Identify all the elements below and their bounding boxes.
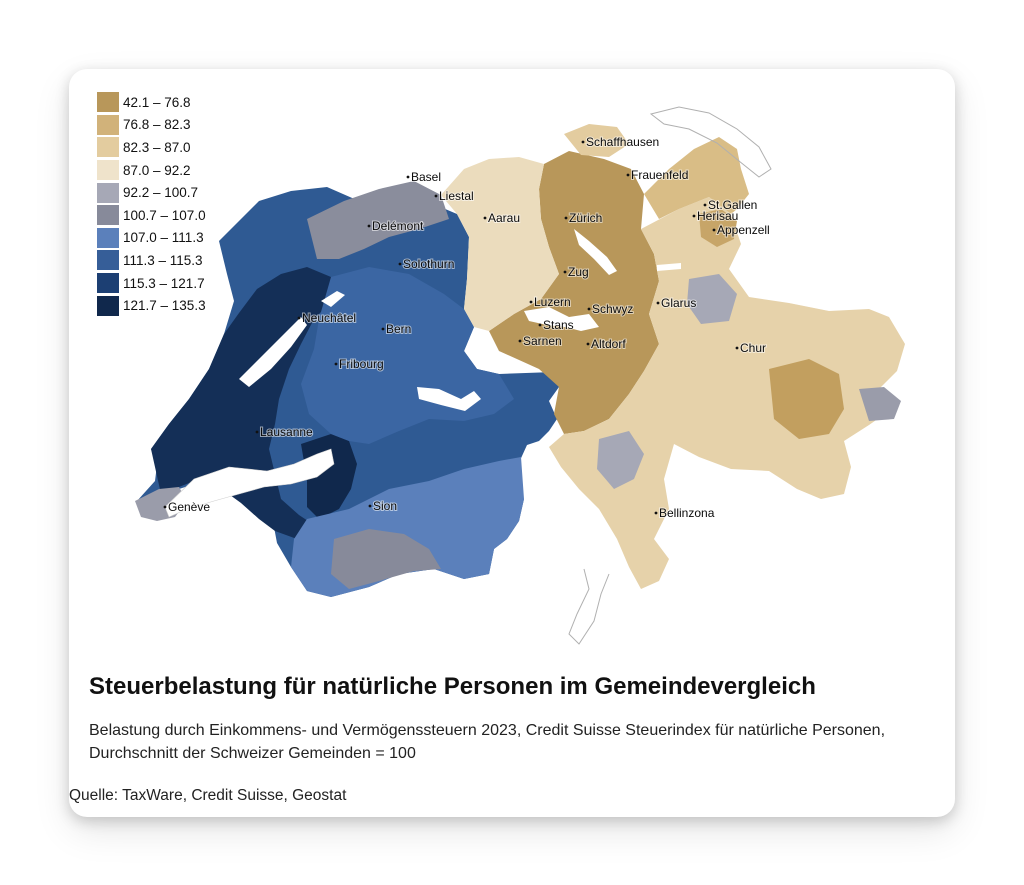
city-label-sarnen: Sarnen	[523, 334, 562, 348]
legend-swatch	[97, 92, 119, 113]
legend-swatch	[97, 182, 119, 203]
lake-neuchatel	[239, 317, 307, 387]
map-subtitle: Belastung durch Einkommens- und Vermögen…	[89, 722, 886, 762]
city-label-chur: Chur	[740, 341, 766, 355]
region-graubuenden-gray	[859, 387, 901, 421]
city-label-bern: Bern	[386, 322, 411, 336]
city-label-fribourg: Fribourg	[339, 357, 384, 371]
city-label-appenzell: Appenzell	[717, 223, 770, 237]
city-label-geneve: Genève	[168, 500, 210, 514]
legend-label: 115.3 – 121.7	[123, 275, 205, 291]
legend-item: 92.2 – 100.7	[97, 181, 206, 204]
lake-biel	[321, 291, 345, 307]
city-label-bellinzona: Bellinzona	[659, 506, 715, 520]
city-label-aarau: Aarau	[488, 211, 520, 225]
legend-item: 42.1 – 76.8	[97, 91, 206, 114]
city-label-basel: Basel	[411, 170, 441, 184]
city-label-lausanne: Lausanne	[260, 425, 313, 439]
legend-item: 87.0 – 92.2	[97, 159, 206, 182]
legend-item: 76.8 – 82.3	[97, 114, 206, 137]
region-ticino-gray	[597, 431, 644, 489]
city-label-herisau: Herisau	[697, 209, 738, 223]
city-label-stans: Stans	[543, 318, 574, 332]
legend-item: 111.3 – 115.3	[97, 249, 206, 272]
region-schaffhausen	[564, 124, 629, 157]
map-card: Schaffhausen Frauenfeld Basel Liestal St…	[69, 69, 955, 817]
legend-swatch	[97, 227, 119, 248]
lake-lucerne	[524, 307, 599, 331]
city-label-glarus: Glarus	[661, 296, 696, 310]
map-legend: 42.1 – 76.8 76.8 – 82.3 82.3 – 87.0 87.0 – …	[97, 91, 206, 317]
lake-walensee	[657, 263, 681, 271]
region-graubuenden-dark	[769, 359, 844, 439]
legend-label: 76.8 – 82.3	[123, 117, 191, 133]
legend-swatch	[97, 205, 119, 226]
legend-swatch	[97, 114, 119, 135]
city-label-altdorf: Altdorf	[591, 337, 626, 351]
city-label-schwyz: Schwyz	[592, 302, 633, 316]
legend-item: 100.7 – 107.0	[97, 204, 206, 227]
lake-geneva	[164, 448, 335, 518]
city-label-sion: Sion	[373, 499, 397, 513]
city-label-frauenfeld: Frauenfeld	[631, 168, 688, 182]
region-aargau	[441, 157, 559, 331]
legend-label: 42.1 – 76.8	[123, 94, 191, 110]
lake-maggiore	[568, 568, 610, 645]
city-label-neuchatel: Neuchâtel	[302, 311, 356, 325]
legend-label: 100.7 – 107.0	[123, 207, 206, 223]
legend-swatch	[97, 160, 119, 181]
source-note: Quelle: TaxWare, Credit Suisse, Geostat	[69, 787, 347, 804]
city-labels: Schaffhausen Frauenfeld Basel Liestal St…	[163, 134, 771, 521]
region-east-beige	[549, 197, 905, 589]
city-label-schaffhausen: Schaffhausen	[586, 135, 659, 149]
legend-label: 82.3 – 87.0	[123, 139, 191, 155]
map-title: Steuerbelastung für natürliche Personen …	[89, 673, 816, 700]
legend-item: 107.0 – 111.3	[97, 227, 206, 250]
legend-swatch	[97, 273, 119, 294]
city-label-liestal: Liestal	[439, 189, 474, 203]
legend-swatch	[97, 295, 119, 316]
city-label-zuerich: Zürich	[569, 211, 602, 225]
legend-item: 121.7 – 135.3	[97, 294, 206, 317]
legend-item: 82.3 – 87.0	[97, 136, 206, 159]
legend-label: 111.3 – 115.3	[123, 252, 203, 268]
legend-swatch	[97, 250, 119, 271]
region-valais-gray	[331, 529, 441, 589]
city-label-luzern: Luzern	[534, 295, 571, 309]
lake-zurich	[574, 229, 617, 275]
city-label-delemont: Delémont	[372, 219, 424, 233]
region-jura-gray	[307, 181, 449, 259]
legend-label: 107.0 – 111.3	[123, 230, 204, 246]
region-appenzell	[699, 209, 737, 247]
legend-swatch	[97, 137, 119, 158]
legend-label: 92.2 – 100.7	[123, 185, 199, 201]
switzerland-map: Schaffhausen Frauenfeld Basel Liestal St…	[135, 106, 905, 645]
region-central-gold	[489, 151, 659, 434]
legend-label: 87.0 – 92.2	[123, 162, 191, 178]
lake-constance	[649, 106, 772, 178]
region-glarus-gray	[687, 274, 737, 324]
legend-item: 115.3 – 121.7	[97, 272, 206, 295]
lake-thun-brienz	[417, 387, 481, 411]
city-label-zug: Zug	[568, 265, 589, 279]
city-label-st-gallen: St.Gallen	[708, 198, 757, 212]
legend-label: 121.7 – 135.3	[123, 298, 206, 314]
region-northeast	[644, 137, 749, 219]
city-label-solothurn: Solothurn	[403, 257, 454, 271]
